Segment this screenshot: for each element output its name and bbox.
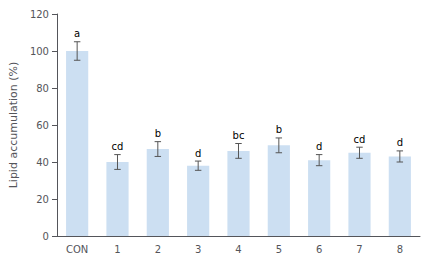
svg-text:bc: bc [233, 130, 245, 141]
svg-text:6: 6 [316, 244, 322, 255]
svg-text:100: 100 [30, 46, 49, 57]
svg-text:d: d [397, 137, 403, 148]
svg-text:20: 20 [36, 194, 49, 205]
svg-text:b: b [276, 124, 282, 135]
svg-text:2: 2 [155, 244, 161, 255]
svg-text:0: 0 [43, 231, 49, 242]
svg-text:3: 3 [195, 244, 201, 255]
svg-text:a: a [74, 28, 80, 39]
svg-text:CON: CON [66, 244, 88, 255]
svg-text:80: 80 [36, 83, 49, 94]
svg-text:1: 1 [114, 244, 120, 255]
svg-text:40: 40 [36, 157, 49, 168]
svg-text:7: 7 [356, 244, 362, 255]
svg-text:120: 120 [30, 9, 49, 20]
svg-text:4: 4 [235, 244, 241, 255]
svg-text:60: 60 [36, 120, 49, 131]
svg-text:Lipid accumulation (%): Lipid accumulation (%) [7, 62, 20, 189]
svg-text:8: 8 [397, 244, 403, 255]
svg-text:cd: cd [354, 134, 366, 145]
svg-text:5: 5 [276, 244, 282, 255]
svg-text:b: b [155, 128, 161, 139]
svg-text:cd: cd [112, 141, 124, 152]
svg-text:d: d [316, 141, 322, 152]
svg-text:d: d [195, 148, 201, 159]
